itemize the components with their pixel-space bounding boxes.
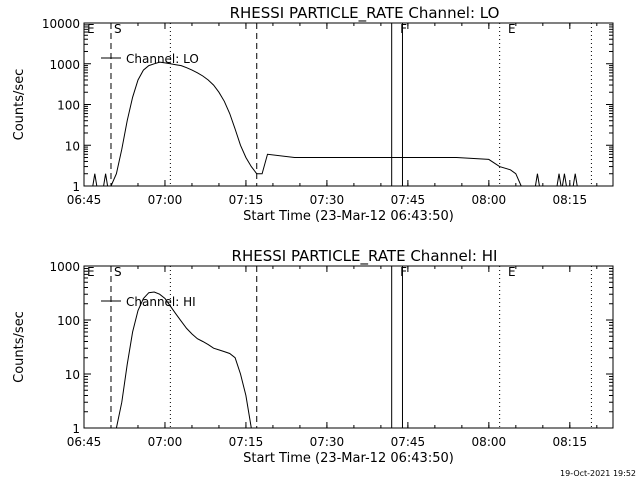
panel1-x-tick-label: 07:15 <box>229 193 264 207</box>
panel1-x-tick-label: 07:30 <box>310 193 345 207</box>
panel1-x-tick-label: 07:45 <box>391 193 426 207</box>
panel1-x-axis-label: Start Time (23-Mar-12 06:43:50) <box>243 209 454 224</box>
panel2-flag-marker: S <box>114 265 122 279</box>
panel1-plot-frame <box>83 22 614 187</box>
panel2-x-tick-label: 07:00 <box>148 435 183 449</box>
panel2-legend-label: Channel: HI <box>126 295 196 309</box>
panel2-plot-frame <box>83 265 614 429</box>
panel2-y-tick-label: 1 <box>72 422 80 436</box>
panel1-x-tick-label: 07:00 <box>148 193 183 207</box>
panel1-chart-title: RHESSI PARTICLE_RATE Channel: LO <box>230 4 500 23</box>
panel1-flag-marker: E <box>87 22 95 36</box>
panel2-flag-marker: F <box>400 265 407 279</box>
panel2-y-tick-label: 100 <box>57 314 80 328</box>
panel2-flag-marker: E <box>508 265 516 279</box>
panel2-y-tick-label: 10 <box>65 368 80 382</box>
panel2-x-tick-label: 08:00 <box>472 435 507 449</box>
panel1-x-tick-label: 06:45 <box>67 193 102 207</box>
panel2-chart-title: RHESSI PARTICLE_RATE Channel: HI <box>232 247 498 266</box>
panel2-y-tick-label: 1000 <box>49 260 80 274</box>
panel2-x-tick-label: 07:45 <box>391 435 426 449</box>
panel1-count-spike <box>534 173 540 187</box>
panel2-x-tick-label: 06:45 <box>67 435 102 449</box>
panel1-count-spike <box>572 173 578 187</box>
panel2-x-tick-label: 07:30 <box>310 435 345 449</box>
panel1-y-axis-label: Counts/sec <box>12 69 27 141</box>
panel2-x-tick-label: 07:15 <box>229 435 264 449</box>
panel1-flag-marker: E <box>508 22 516 36</box>
panel1-count-spike <box>561 173 567 187</box>
panel1-count-spike <box>556 173 562 187</box>
panel1-x-tick-label: 08:00 <box>472 193 507 207</box>
panel2-flag-marker: E <box>87 265 95 279</box>
panel1-y-tick-label: 100 <box>57 99 80 113</box>
panel1-rate-series-line <box>110 61 522 187</box>
panel1-x-tick-label: 08:15 <box>553 193 588 207</box>
panel2-x-tick-label: 08:15 <box>553 435 588 449</box>
panel1-count-spike <box>92 173 98 187</box>
panel1-y-tick-label: 1000 <box>49 58 80 72</box>
panel2-x-axis-label: Start Time (23-Mar-12 06:43:50) <box>243 451 454 466</box>
panel2-rate-series-line <box>115 291 252 429</box>
panel2-y-axis-label: Counts/sec <box>12 311 27 383</box>
panel1-legend-label: Channel: LO <box>126 52 199 66</box>
panel1-y-tick-label: 10 <box>65 139 80 153</box>
panel1-y-tick-label: 1 <box>72 180 80 194</box>
panel1-count-spike <box>103 173 109 187</box>
footer-timestamp: 19-Oct-2021 19:52 <box>560 469 636 478</box>
panel1-y-tick-label: 10000 <box>42 17 80 31</box>
panel1-flag-marker: S <box>114 22 122 36</box>
panel1-flag-marker: F <box>400 22 407 36</box>
